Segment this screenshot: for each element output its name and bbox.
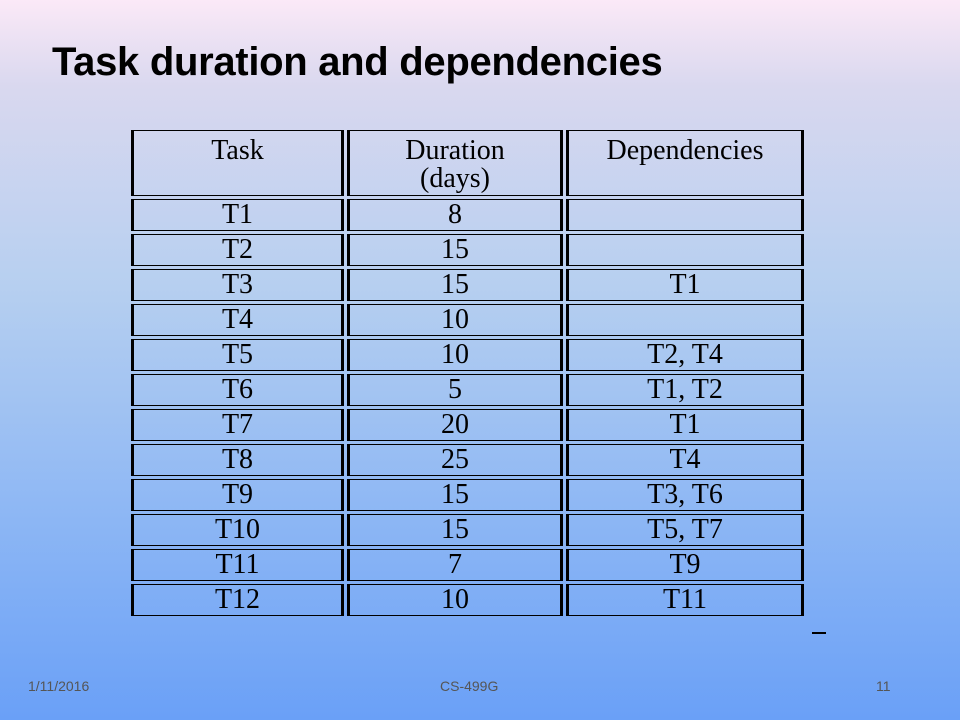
- cell-dependencies: [566, 199, 804, 231]
- cell-dependencies: T2, T4: [566, 339, 804, 371]
- footer-course: CS-499G: [440, 678, 499, 694]
- table-row: T5 10 T2, T4: [131, 339, 804, 371]
- cell-task: T9: [131, 479, 344, 511]
- cell-dependencies: [566, 234, 804, 266]
- cell-duration: 5: [347, 374, 563, 406]
- cell-duration: 20: [347, 409, 563, 441]
- cell-duration: 15: [347, 514, 563, 546]
- table-row: T11 7 T9: [131, 549, 804, 581]
- table-row: T7 20 T1: [131, 409, 804, 441]
- cell-duration: 15: [347, 479, 563, 511]
- cell-task: T12: [131, 584, 344, 616]
- decorative-dash: [812, 632, 826, 634]
- cell-duration: 15: [347, 234, 563, 266]
- table-row: T1 8: [131, 199, 804, 231]
- cell-duration: 10: [347, 304, 563, 336]
- cell-dependencies: T1: [566, 409, 804, 441]
- header-duration-line2: (days): [420, 163, 490, 194]
- table-row: T8 25 T4: [131, 444, 804, 476]
- cell-task: T3: [131, 269, 344, 301]
- cell-task: T2: [131, 234, 344, 266]
- table-row: T12 10 T11: [131, 584, 804, 616]
- cell-task: T7: [131, 409, 344, 441]
- cell-dependencies: T4: [566, 444, 804, 476]
- task-table: Task Duration (days) Dependencies T1 8 T…: [128, 127, 807, 619]
- cell-duration: 7: [347, 549, 563, 581]
- table-row: T9 15 T3, T6: [131, 479, 804, 511]
- cell-duration: 15: [347, 269, 563, 301]
- slide-title: Task duration and dependencies: [52, 40, 663, 84]
- cell-task: T10: [131, 514, 344, 546]
- cell-duration: 8: [347, 199, 563, 231]
- header-duration-line1: Duration: [405, 135, 505, 166]
- table-row: T4 10: [131, 304, 804, 336]
- header-duration: Duration (days): [347, 130, 563, 196]
- task-table-container: Task Duration (days) Dependencies T1 8 T…: [128, 127, 807, 619]
- table-row: T2 15: [131, 234, 804, 266]
- cell-task: T4: [131, 304, 344, 336]
- header-dependencies: Dependencies: [566, 130, 804, 196]
- cell-dependencies: T1, T2: [566, 374, 804, 406]
- cell-dependencies: T9: [566, 549, 804, 581]
- cell-dependencies: T1: [566, 269, 804, 301]
- cell-dependencies: T5, T7: [566, 514, 804, 546]
- cell-dependencies: T3, T6: [566, 479, 804, 511]
- footer-date: 1/11/2016: [28, 678, 90, 694]
- header-task: Task: [131, 130, 344, 196]
- cell-task: T11: [131, 549, 344, 581]
- cell-duration: 25: [347, 444, 563, 476]
- cell-task: T6: [131, 374, 344, 406]
- table-header-row: Task Duration (days) Dependencies: [131, 130, 804, 196]
- footer-page-number: 11: [876, 678, 891, 694]
- cell-dependencies: T11: [566, 584, 804, 616]
- cell-dependencies: [566, 304, 804, 336]
- cell-task: T5: [131, 339, 344, 371]
- cell-task: T8: [131, 444, 344, 476]
- cell-duration: 10: [347, 584, 563, 616]
- table-row: T10 15 T5, T7: [131, 514, 804, 546]
- cell-duration: 10: [347, 339, 563, 371]
- table-body: T1 8 T2 15 T3 15 T1 T4 10 T5 10: [131, 199, 804, 616]
- table-row: T6 5 T1, T2: [131, 374, 804, 406]
- cell-task: T1: [131, 199, 344, 231]
- table-row: T3 15 T1: [131, 269, 804, 301]
